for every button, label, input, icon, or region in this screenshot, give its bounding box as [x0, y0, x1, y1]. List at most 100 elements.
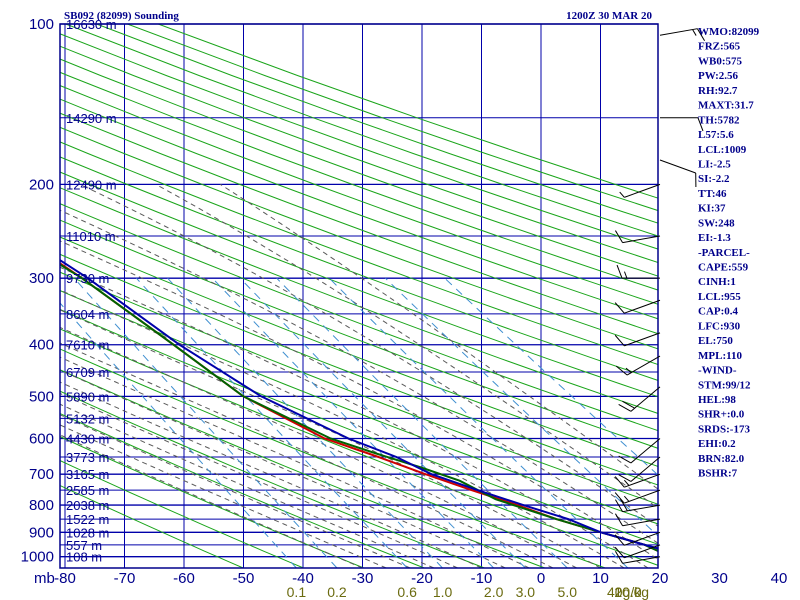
mixing-ratio-label: 5.0 [558, 584, 578, 600]
moist-adiabat [60, 289, 625, 568]
moist-adiabat [60, 356, 530, 568]
wind-barb [614, 513, 661, 527]
moist-adiabat [80, 183, 658, 527]
dry-adiabat [60, 236, 658, 467]
plot-frame [59, 23, 659, 569]
index-entry: LCL:1009 [698, 144, 747, 156]
index-entry: EI:-1.3 [698, 232, 731, 244]
temperature-tick-label: -20 [411, 570, 433, 587]
dry-adiabat [60, 58, 658, 277]
temperature-tick-label: -10 [471, 570, 493, 587]
moist-adiabat [220, 183, 658, 490]
dry-adiabat [60, 126, 658, 350]
height-label: 4430 m [66, 432, 109, 447]
index-entry: KI:37 [698, 203, 726, 215]
temperature-tick-label: 10 [592, 570, 609, 587]
index-entry: SI:-2.2 [698, 173, 730, 185]
pressure-label: 500 [29, 388, 54, 405]
height-label: 5132 m [66, 411, 109, 426]
index-entry: MPL:110 [698, 350, 742, 362]
height-label: 557 m [66, 538, 102, 553]
pressure-label: 900 [29, 524, 54, 541]
mixing-ratio-line [276, 277, 568, 568]
pressure-label: 700 [29, 466, 54, 483]
mixing-ratio-label: 20.0 [614, 584, 641, 600]
index-entry: -WIND- [698, 365, 737, 377]
mixing-ratio-line [73, 277, 338, 568]
index-entry: TH:5782 [698, 114, 740, 126]
index-entry: L57:5.6 [698, 129, 734, 141]
mixing-ratio-label: 3.0 [516, 584, 536, 600]
moist-adiabat [60, 209, 658, 544]
mixing-ratio-line [328, 277, 629, 568]
pressure-label: 1000 [21, 549, 54, 566]
height-label: 5890 m [66, 389, 109, 404]
mixing-ratio-line [212, 277, 495, 568]
dry-adiabat [60, 271, 658, 505]
wind-barb [614, 473, 661, 488]
dry-adiabat [60, 328, 658, 566]
mixing-ratio-line [60, 302, 297, 568]
dry-adiabat [60, 436, 364, 568]
moist-adiabat [60, 434, 363, 568]
moist-adiabat [155, 183, 658, 509]
mixing-ratio-lines [60, 277, 658, 568]
dry-adiabat [60, 459, 304, 568]
dry-adiabat [60, 33, 658, 250]
moist-adiabat [60, 240, 658, 560]
mixing-ratio-label: 0.2 [327, 584, 347, 600]
index-entry: EHI:0.2 [698, 438, 736, 450]
index-entry: MAXT:31.7 [698, 100, 754, 112]
dry-adiabat [60, 156, 658, 381]
moist-adiabat [60, 381, 482, 568]
temperature-tick-label: -30 [352, 570, 374, 587]
wind-barb [616, 264, 660, 279]
dry-adiabat [60, 253, 658, 486]
grid-layer [60, 23, 658, 568]
temperature-tick-label: -40 [292, 570, 314, 587]
moist-adiabat [60, 326, 577, 568]
mixing-ratio-label: 10.0 [614, 584, 641, 600]
temperature-tick-label: -60 [173, 570, 195, 587]
dry-adiabat [60, 203, 658, 432]
wind-barb [614, 551, 661, 564]
dry-adiabat [60, 45, 658, 263]
height-label: 7610 m [66, 338, 109, 353]
wind-barb [614, 332, 661, 347]
mixing-ratio-label: 0.6 [397, 584, 417, 600]
mixing-ratio-label: 2.0 [484, 584, 504, 600]
dry-adiabat [60, 219, 658, 449]
dry-adiabat [60, 112, 658, 335]
wind-barb [660, 117, 704, 132]
height-label: 11010 m [66, 229, 116, 244]
wind-barb [614, 498, 661, 513]
height-label: 9730 m [66, 271, 109, 286]
temperature-axis-labels: mb -80 -70 -60 -50 -40 -30 -20 -10 0 10 20 30 40 [34, 570, 787, 587]
index-entry: EL:750 [698, 335, 733, 347]
height-label: 1522 m [66, 512, 109, 527]
index-entry: BSHR:7 [698, 468, 738, 480]
wind-barb [614, 230, 661, 244]
wind-barb [659, 159, 697, 187]
index-entry: BRN:82.0 [698, 453, 745, 465]
dry-adiabat [60, 369, 545, 568]
temperature-tick-label: -80 [54, 570, 76, 587]
dry-adiabat [60, 390, 485, 568]
sounding-line [60, 258, 658, 550]
dry-adiabat [60, 98, 658, 320]
pressure-label: 300 [29, 270, 54, 287]
height-label: 14290 m [66, 111, 117, 126]
temperature-tick-label: 40 [771, 570, 788, 587]
dry-adiabat [60, 85, 658, 305]
wind-barbs [614, 28, 706, 564]
moist-adiabat [60, 403, 435, 568]
height-label: 3773 m [66, 450, 109, 465]
wind-barb [618, 438, 661, 464]
temperature-tick-label: -50 [233, 570, 255, 587]
axis-unit-label: mb [34, 570, 55, 587]
moist-adiabat [60, 342, 554, 568]
dry-adiabat [60, 71, 658, 291]
wind-barb [619, 183, 661, 198]
mixing-ratio-line [239, 277, 526, 568]
